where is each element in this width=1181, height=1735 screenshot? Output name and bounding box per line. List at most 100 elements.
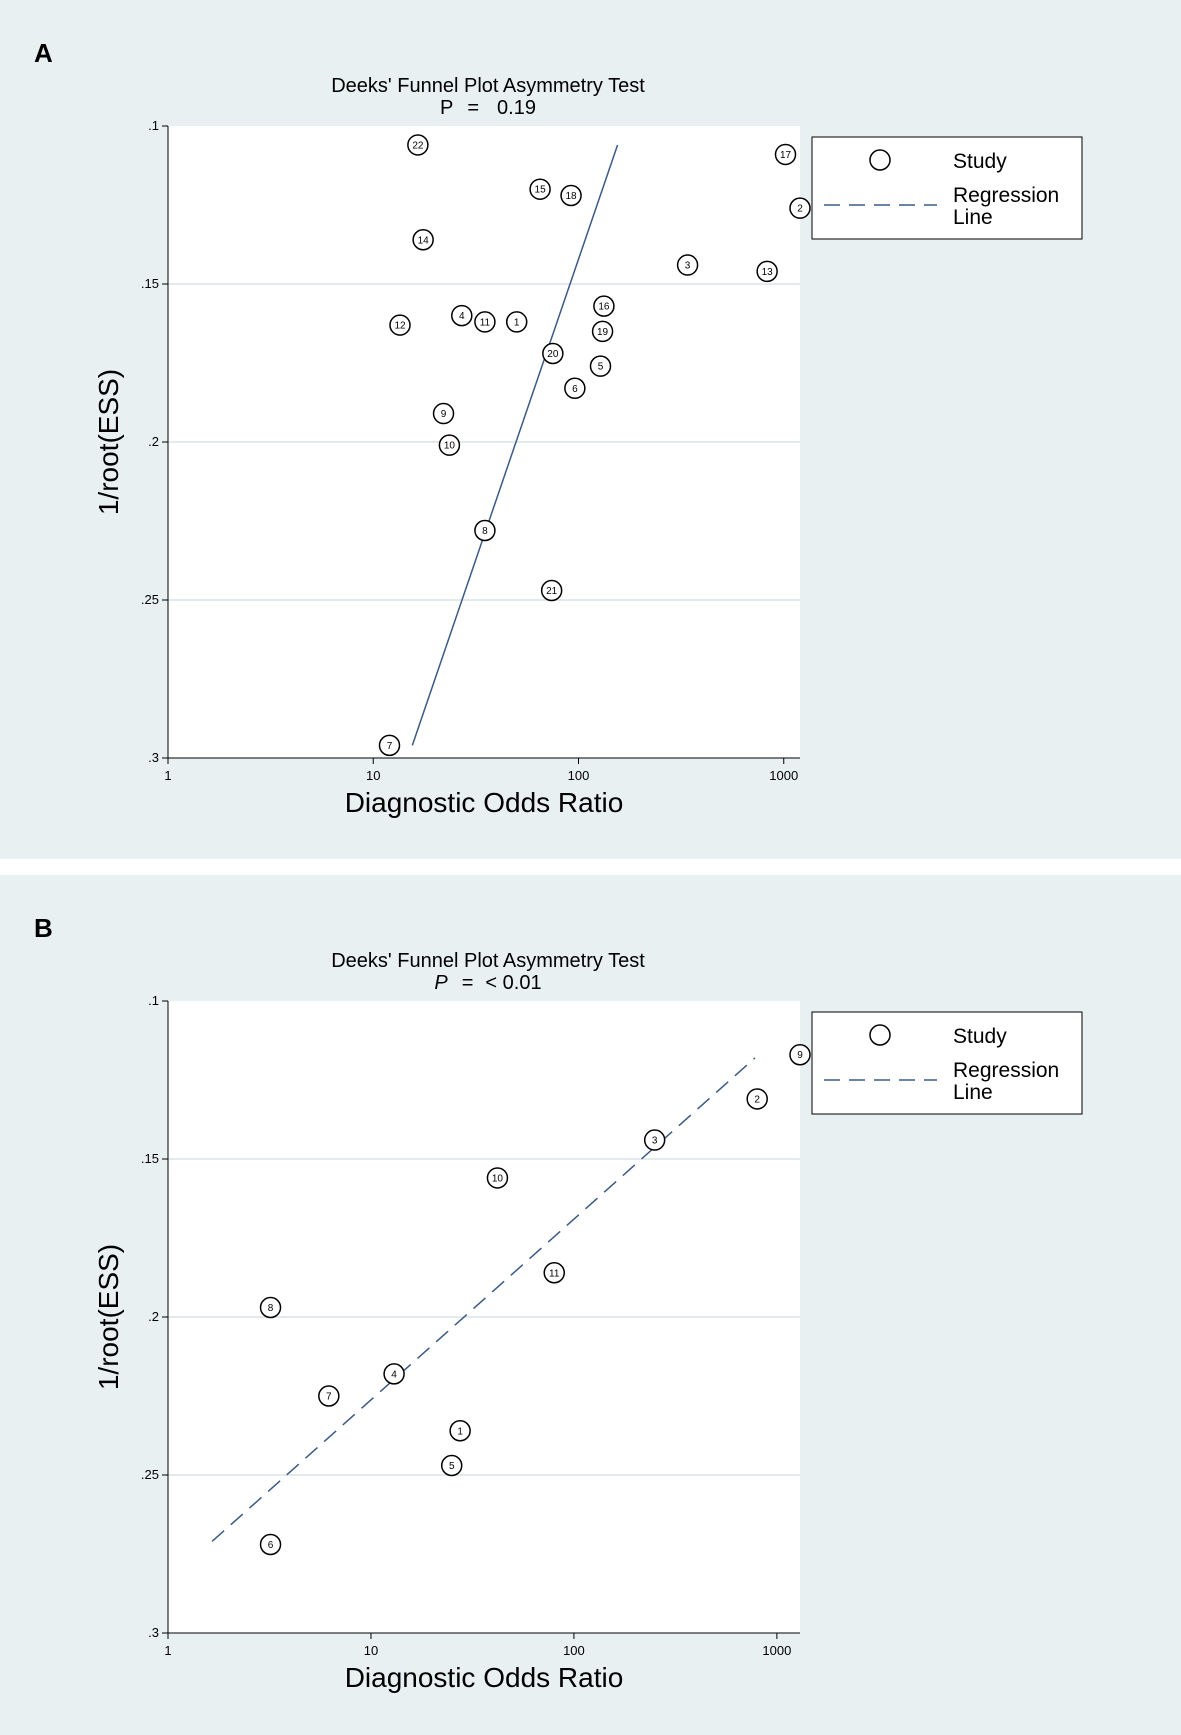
study-number: 2 — [754, 1094, 760, 1105]
p-label: P — [440, 97, 453, 119]
legend-regression-label: Regression — [953, 1059, 1059, 1082]
legend-study-marker — [869, 1024, 891, 1046]
study-number: 4 — [459, 311, 465, 322]
x-tick-label: 1 — [164, 768, 171, 783]
study-marker — [318, 1385, 340, 1407]
legend: Study Regression Line — [811, 1011, 1083, 1115]
study-marker — [412, 229, 434, 251]
study-point: 8 — [259, 1296, 282, 1319]
study-marker — [756, 260, 778, 283]
study-number: 21 — [546, 586, 558, 597]
y-tick-label: .15 — [141, 276, 159, 291]
x-tick-label: 1000 — [762, 1643, 791, 1658]
study-point: 11 — [543, 1262, 565, 1284]
study-number: 9 — [797, 1050, 803, 1061]
study-point: 8 — [474, 519, 496, 542]
study-marker — [440, 1454, 463, 1477]
study-number: 16 — [598, 302, 610, 313]
study-number: 7 — [387, 741, 393, 752]
study-marker — [259, 1533, 282, 1556]
x-tick-label: 10 — [364, 1643, 378, 1658]
study-point: 7 — [318, 1385, 340, 1407]
legend-study-label: Study — [953, 1025, 1007, 1048]
study-point: 20 — [542, 342, 564, 365]
study-point: 2 — [789, 197, 811, 219]
study-marker — [543, 1262, 565, 1284]
study-marker — [789, 1043, 811, 1066]
study-point: 18 — [560, 184, 582, 207]
legend-study-label: Study — [953, 150, 1007, 173]
study-marker — [378, 734, 401, 757]
study-point: 14 — [412, 229, 434, 251]
p-label: P — [434, 972, 448, 994]
study-point: 4 — [383, 1363, 405, 1385]
y-tick-label: .25 — [141, 1467, 159, 1482]
study-point: 6 — [564, 377, 586, 400]
legend-regression-label-2: Line — [953, 206, 993, 229]
study-number: 17 — [780, 150, 792, 161]
study-point: 5 — [440, 1454, 463, 1477]
study-marker — [540, 579, 563, 602]
regression-line — [411, 144, 619, 746]
study-point: 7 — [378, 734, 401, 757]
p-value-line: P = 0.19 — [440, 97, 536, 119]
study-point: 10 — [486, 1167, 509, 1189]
legend-box — [811, 136, 1083, 240]
axes: .1 .15 .2 .25 .3 1 10 100 1000 — [141, 993, 800, 1658]
study-marker — [474, 519, 496, 542]
study-marker — [486, 1167, 509, 1189]
y-tick-label: .3 — [148, 750, 159, 765]
y-tick-label: .2 — [148, 434, 159, 449]
y-axis-label: 1/root(ESS) — [93, 369, 124, 515]
study-marker — [789, 197, 811, 219]
study-marker — [676, 254, 699, 276]
study-point: 3 — [643, 1129, 666, 1151]
study-marker — [774, 143, 797, 166]
study-point: 5 — [589, 355, 612, 377]
x-axis-label: Diagnostic Odds Ratio — [345, 787, 624, 818]
study-number: 18 — [566, 191, 578, 202]
y-tick-label: .1 — [148, 993, 159, 1008]
legend: Study Regression Line — [811, 136, 1083, 240]
study-number: 11 — [549, 1268, 560, 1279]
study-number: 20 — [547, 349, 559, 360]
regression-line-group — [411, 144, 619, 746]
legend-regression-label-2: Line — [953, 1081, 993, 1104]
study-point: 9 — [432, 402, 455, 425]
study-points: 1 2 3 4 5 6 7 8 9 10 11 — [259, 1043, 811, 1556]
study-marker — [259, 1296, 282, 1319]
x-tick-label: 100 — [563, 1643, 585, 1658]
study-number: 8 — [268, 1303, 274, 1314]
study-marker — [438, 434, 461, 456]
panel-label: B — [34, 913, 53, 943]
funnel-plot-b: .1 .15 .2 .25 .3 1 10 100 1000 1 2 3 4 5 6 7 8 9 10 11 Dee… — [93, 950, 1083, 1693]
p-equals: = — [467, 97, 479, 119]
funnel-plot-a: .1.15.2.25.31 10 100 1000 12345678910111213… — [93, 75, 1083, 818]
study-number: 10 — [492, 1173, 504, 1184]
study-point: 9 — [789, 1043, 811, 1066]
panel-b: B .1 .15 .2 .25 .3 1 10 100 1000 1 2 3 4 5 6 7 8 9 10 11 D… — [0, 875, 1181, 1735]
study-number: 5 — [598, 362, 604, 373]
p-value: < 0.01 — [485, 972, 541, 994]
study-number: 7 — [326, 1392, 332, 1403]
study-marker — [593, 295, 615, 317]
x-axis-label: Diagnostic Odds Ratio — [345, 1662, 624, 1693]
p-value-line: P = < 0.01 — [434, 972, 541, 994]
study-point: 3 — [676, 254, 699, 276]
study-marker — [451, 304, 473, 327]
study-number: 4 — [391, 1369, 397, 1380]
panel-label: A — [34, 38, 53, 68]
y-tick-label: .3 — [148, 1625, 159, 1640]
study-number: 3 — [652, 1136, 658, 1147]
study-point: 15 — [529, 178, 551, 200]
study-point: 13 — [756, 260, 778, 283]
study-number: 8 — [482, 526, 488, 537]
study-point: 16 — [593, 295, 615, 317]
study-number: 19 — [597, 327, 609, 338]
study-point: 4 — [451, 304, 473, 327]
study-point: 21 — [540, 579, 563, 602]
study-marker — [407, 134, 429, 156]
chart-title: Deeks' Funnel Plot Asymmetry Test — [331, 950, 645, 972]
study-point: 17 — [774, 143, 797, 166]
study-point: 22 — [407, 134, 429, 156]
